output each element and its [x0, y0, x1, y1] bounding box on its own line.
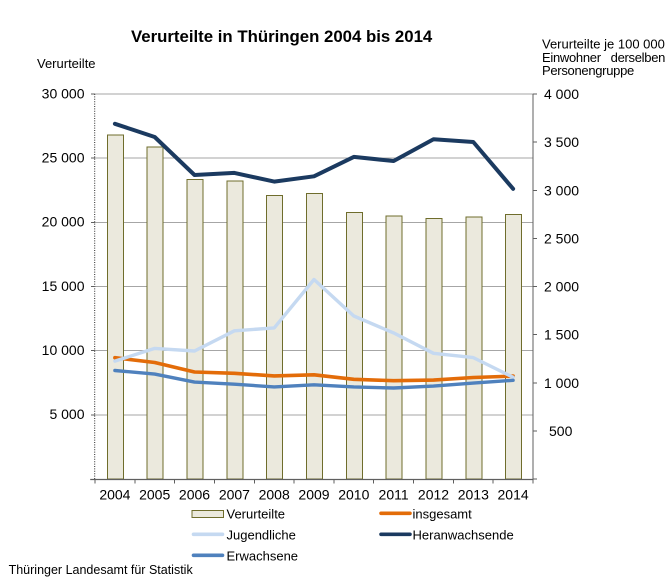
- svg-text:Erwachsene: Erwachsene: [227, 549, 299, 564]
- svg-text:1 000: 1 000: [544, 375, 579, 391]
- svg-text:2 500: 2 500: [544, 231, 579, 247]
- svg-text:Personengruppe: Personengruppe: [542, 63, 634, 78]
- svg-text:10 000: 10 000: [42, 342, 85, 358]
- svg-text:2010: 2010: [338, 487, 369, 503]
- svg-text:15 000: 15 000: [42, 278, 85, 294]
- svg-text:Verurteilte in Thüringen 2004: Verurteilte in Thüringen 2004 bis 2014: [131, 27, 433, 46]
- svg-text:2009: 2009: [298, 487, 329, 503]
- svg-text:Verurteilte je 100 000: Verurteilte je 100 000: [542, 36, 665, 51]
- svg-text:Thüringer Landesamt für Statis: Thüringer Landesamt für Statistik: [9, 563, 194, 577]
- svg-text:2013: 2013: [458, 487, 489, 503]
- svg-text:Heranwachsende: Heranwachsende: [413, 528, 514, 543]
- svg-text:Einwohner derselben: Einwohner derselben: [542, 50, 665, 65]
- svg-text:Jugendliche: Jugendliche: [227, 528, 296, 543]
- svg-text:2008: 2008: [259, 487, 290, 503]
- svg-text:3 000: 3 000: [544, 182, 579, 198]
- svg-text:500: 500: [549, 423, 573, 439]
- svg-text:1 500: 1 500: [544, 327, 579, 343]
- svg-text:2005: 2005: [139, 487, 170, 503]
- svg-text:20 000: 20 000: [42, 214, 85, 230]
- svg-text:2 000: 2 000: [544, 279, 579, 295]
- svg-text:25 000: 25 000: [42, 150, 85, 166]
- svg-text:2014: 2014: [498, 487, 529, 503]
- svg-text:3 500: 3 500: [544, 134, 579, 150]
- svg-text:30 000: 30 000: [42, 85, 85, 101]
- svg-text:2004: 2004: [99, 487, 130, 503]
- svg-text:2006: 2006: [179, 487, 210, 503]
- svg-text:5 000: 5 000: [49, 406, 84, 422]
- svg-text:Verurteilte: Verurteilte: [37, 56, 96, 71]
- svg-text:insgesamt: insgesamt: [413, 507, 473, 522]
- svg-text:2012: 2012: [418, 487, 449, 503]
- svg-text:Verurteilte: Verurteilte: [227, 507, 286, 522]
- svg-text:2007: 2007: [219, 487, 250, 503]
- svg-text:2011: 2011: [379, 487, 409, 503]
- svg-text:4 000: 4 000: [544, 86, 579, 102]
